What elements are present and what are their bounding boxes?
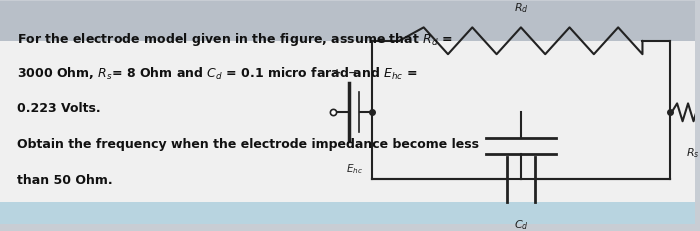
Text: than 50 Ohm.: than 50 Ohm. [18, 173, 113, 186]
Text: $R_d$: $R_d$ [514, 1, 528, 15]
FancyBboxPatch shape [0, 2, 694, 42]
Text: $R_s$: $R_s$ [686, 146, 699, 160]
FancyBboxPatch shape [0, 42, 694, 202]
Text: $E_{hc}$: $E_{hc}$ [346, 162, 363, 175]
Text: Obtain the frequency when the electrode impedance become less: Obtain the frequency when the electrode … [18, 137, 480, 150]
Text: −: − [348, 68, 358, 78]
Text: $C_d$: $C_d$ [514, 217, 528, 231]
Text: For the electrode model given in the figure, assume that $R_d$ =: For the electrode model given in the fig… [18, 30, 453, 47]
FancyBboxPatch shape [0, 202, 694, 224]
Text: 3000 Ohm, $R_s$= 8 Ohm and $C_d$ = 0.1 micro farad and $E_{hc}$ =: 3000 Ohm, $R_s$= 8 Ohm and $C_d$ = 0.1 m… [18, 66, 418, 82]
Text: 0.223 Volts.: 0.223 Volts. [18, 102, 101, 115]
Text: +: + [332, 68, 341, 78]
